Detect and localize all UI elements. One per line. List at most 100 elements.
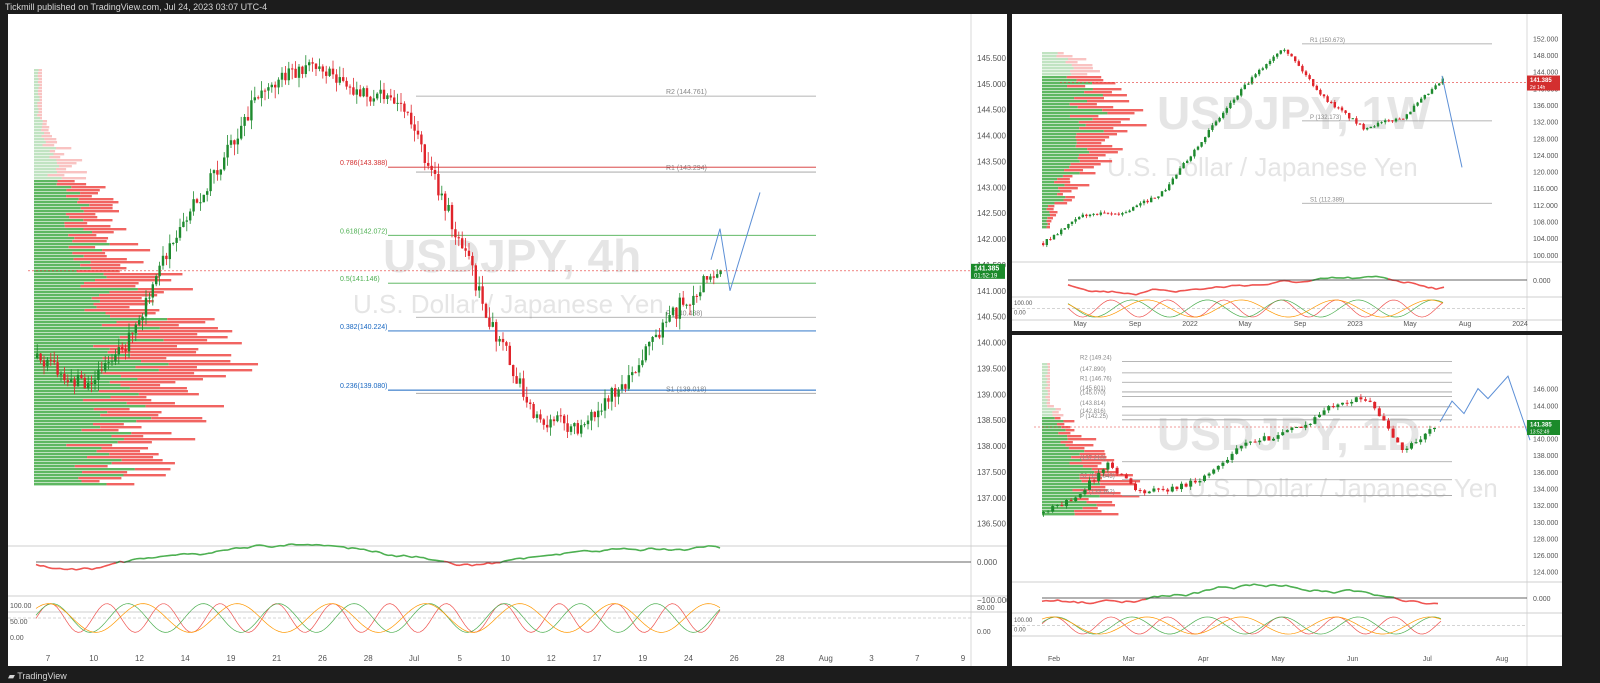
candle-body — [1247, 83, 1250, 85]
volume-profile-bar — [34, 345, 94, 348]
candle-body — [223, 157, 226, 170]
chart-panel-4h[interactable]: USDJPY, 4h U.S. Dollar / Japanese Yen 14… — [8, 14, 1007, 666]
candle-body — [342, 77, 345, 81]
volume-profile-bar — [141, 360, 231, 363]
candle-body — [427, 162, 430, 166]
volume-profile-bar — [37, 75, 42, 78]
y-tick-label: 139.000 — [977, 390, 1006, 399]
volume-profile-bar — [1042, 223, 1048, 226]
candle-body — [1336, 404, 1340, 408]
oscillator-line — [1245, 584, 1251, 587]
volume-profile-bar — [1042, 492, 1086, 495]
candle-body — [1308, 75, 1311, 80]
candle-body — [1117, 213, 1120, 215]
volume-profile-bar — [1046, 220, 1052, 223]
volume-profile-bar — [1047, 399, 1050, 402]
candle-body — [1212, 469, 1216, 474]
oscillator-line — [1079, 287, 1085, 291]
chart-canvas-1d[interactable]: 146.000144.000142.000140.000138.000136.0… — [1012, 335, 1562, 666]
volume-profile-bar — [49, 150, 56, 153]
projection-path — [1439, 375, 1531, 441]
oscillator-line — [1411, 282, 1417, 285]
candle-body — [155, 276, 158, 285]
y-tick-label: 136.000 — [1533, 470, 1558, 477]
candle-body — [1135, 205, 1138, 208]
oscillator-line — [451, 562, 457, 566]
candle-body — [1333, 101, 1336, 108]
candle-body — [1103, 212, 1106, 214]
x-tick-label: 7 — [915, 654, 920, 663]
volume-profile-bar — [66, 444, 113, 447]
candle-body — [1330, 101, 1333, 103]
candle-body — [365, 88, 369, 97]
pivot-level-label: R1 (150.673) — [1310, 38, 1345, 44]
volume-profile-bar — [130, 354, 232, 357]
candle-body — [457, 237, 460, 239]
candle-body — [66, 380, 69, 383]
oscillator-line — [1209, 587, 1215, 591]
candle-body — [1355, 118, 1358, 124]
chart-panel-1w[interactable]: USDJPY, 1W U.S. Dollar / Japanese Yen 15… — [1012, 14, 1562, 331]
volume-profile-bar — [121, 459, 163, 462]
volume-profile-bar — [34, 438, 124, 441]
candle-body — [488, 317, 491, 327]
volume-profile-bar — [1072, 489, 1108, 492]
oscillator-line — [1279, 279, 1285, 282]
volume-profile-bar — [1056, 55, 1073, 58]
volume-profile-bar — [137, 330, 233, 333]
pivot-level-label: P (142.25) — [1080, 414, 1108, 420]
stochastic-tick-label: 0.00 — [1014, 628, 1026, 634]
volume-profile-bar — [1052, 411, 1059, 414]
candle-body — [631, 372, 634, 376]
y-tick-label: 138.500 — [977, 416, 1006, 425]
volume-profile-bar — [34, 177, 62, 180]
chart-panel-1d[interactable]: USDJPY, 1D U.S. Dollar / Japanese Yen 14… — [1012, 335, 1562, 666]
candle-body — [1042, 243, 1045, 246]
chart-canvas-1w[interactable]: 152.000148.000144.000140.000136.000132.0… — [1012, 14, 1562, 331]
chart-canvas-4h[interactable]: 145.500 145.000 144.500 144.000 143.500 143.0… — [8, 14, 1007, 666]
candle-body — [1065, 500, 1068, 507]
volume-profile-bar — [34, 363, 169, 366]
tradingview-logo-icon: ▰ — [8, 671, 18, 681]
stochastic-line — [1041, 616, 1442, 635]
volume-profile-bar — [34, 408, 94, 411]
candle-body — [1051, 506, 1055, 512]
oscillator-line — [1065, 600, 1071, 603]
volume-profile-bar — [64, 222, 88, 225]
current-price-label: 141.385 — [1530, 78, 1552, 84]
volume-profile-bar — [109, 381, 176, 384]
candle-body — [1143, 490, 1147, 494]
volume-profile-bar — [1042, 94, 1103, 97]
volume-profile-bar — [1047, 372, 1050, 375]
volume-profile-bar — [105, 312, 156, 315]
volume-profile-bar — [159, 327, 218, 330]
volume-profile-bar — [1042, 405, 1048, 408]
volume-profile-bar — [1058, 432, 1071, 435]
oscillator-line — [399, 554, 405, 557]
oscillator-line — [1193, 591, 1199, 595]
volume-profile-bar — [34, 279, 96, 282]
candle-body — [97, 369, 100, 381]
candle-body — [372, 98, 375, 102]
volume-profile-bar — [1077, 157, 1098, 160]
candle-body — [1161, 488, 1165, 490]
volume-profile-bar — [1056, 423, 1065, 426]
candle-body — [141, 316, 144, 321]
volume-profile-bar — [64, 225, 111, 228]
candle-body — [1419, 439, 1423, 443]
oscillator-line — [1237, 584, 1243, 588]
candle-body — [1380, 122, 1383, 124]
volume-profile-bar — [1042, 459, 1082, 462]
volume-profile-bar — [80, 285, 136, 288]
volume-profile-bar — [123, 474, 166, 477]
candle-body — [297, 66, 301, 78]
volume-profile-bar — [1047, 393, 1050, 396]
oscillator-line — [1359, 276, 1365, 279]
volume-profile-bar — [1069, 115, 1099, 118]
volume-profile-bar — [1042, 423, 1057, 426]
candle-body — [563, 415, 566, 424]
candle-body — [1376, 122, 1380, 127]
volume-profile-bar — [1086, 501, 1113, 504]
volume-profile-bar — [34, 222, 65, 225]
volume-profile-bar — [34, 441, 118, 444]
